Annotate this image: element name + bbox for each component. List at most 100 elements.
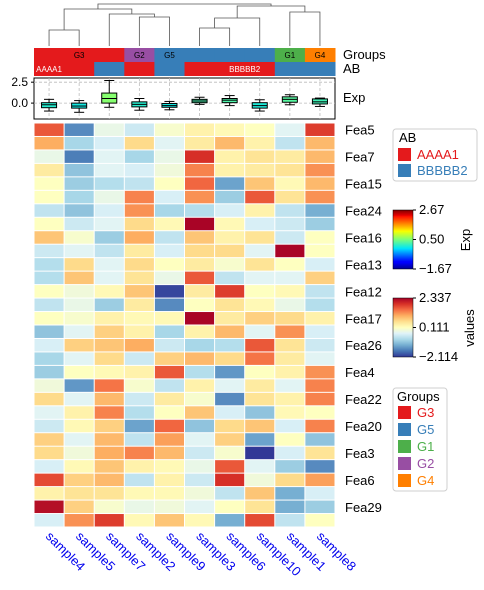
heatmap-cell xyxy=(305,177,335,190)
dendrogram-link xyxy=(199,27,231,46)
heatmap-cell xyxy=(94,136,124,150)
groups-cell-label: G5 xyxy=(164,51,175,60)
ab-cell xyxy=(34,62,65,76)
heatmap-cell xyxy=(154,406,184,419)
heatmap-cell xyxy=(154,514,184,527)
heatmap-cell xyxy=(154,419,184,433)
groups-legend-swatch xyxy=(398,423,411,436)
heatmap-cell xyxy=(64,392,94,406)
heatmap-cell xyxy=(124,312,154,325)
heatmap-cell xyxy=(34,258,64,271)
heatmap-cell xyxy=(305,500,335,514)
row-label: Fea26 xyxy=(345,338,382,353)
heatmap-cell xyxy=(215,500,245,514)
heatmap-cell xyxy=(215,392,245,406)
heatmap-cell xyxy=(185,190,215,204)
heatmap-cell xyxy=(124,123,154,136)
groups-cell xyxy=(274,48,306,62)
heatmap-cell xyxy=(275,419,305,433)
heatmap-cell xyxy=(275,325,305,338)
heatmap-cell xyxy=(124,473,154,487)
heatmap-cell xyxy=(64,487,94,500)
exp-colorbar-label: 2.67 xyxy=(419,202,444,217)
heatmap-cell xyxy=(34,231,64,244)
heatmap-cell xyxy=(94,123,124,136)
row-label: Fea20 xyxy=(345,419,382,434)
row-label: Fea22 xyxy=(345,392,382,407)
heatmap-cell xyxy=(245,204,275,217)
heatmap-cell xyxy=(64,217,94,231)
heatmap-cell xyxy=(154,258,184,271)
heatmap-cell xyxy=(275,392,305,406)
exp-colorbar xyxy=(392,209,414,270)
row-label: Fea4 xyxy=(345,365,375,380)
heatmap-cell xyxy=(245,136,275,150)
heatmap-cell xyxy=(245,446,275,460)
heatmap-cell xyxy=(94,460,124,473)
heatmap-cell xyxy=(275,312,305,325)
heatmap-cell xyxy=(64,258,94,271)
heatmap-cell xyxy=(215,514,245,527)
heatmap-cell xyxy=(154,136,184,150)
heatmap-cell xyxy=(275,500,305,514)
heatmap-cell xyxy=(245,325,275,338)
column-labels: sample4sample5sample7sample2sample9sampl… xyxy=(43,529,359,579)
row-label: Fea12 xyxy=(345,284,382,299)
heatmap-cell xyxy=(94,392,124,406)
heatmap-cell xyxy=(94,365,124,379)
heatmap-cell xyxy=(245,231,275,244)
heatmap-cell xyxy=(94,244,124,258)
heatmap-cell xyxy=(94,163,124,177)
heatmap-cell xyxy=(34,460,64,473)
heatmap-cell xyxy=(275,123,305,136)
heatmap-cell xyxy=(275,473,305,487)
heatmap-cell xyxy=(154,500,184,514)
heatmap-cell xyxy=(64,419,94,433)
heatmap-cell xyxy=(185,150,215,163)
ab-cell xyxy=(184,62,216,76)
heatmap-cell xyxy=(64,433,94,446)
heatmap-cell xyxy=(215,433,245,446)
row-label: Fea3 xyxy=(345,446,375,461)
heatmap-cell xyxy=(64,325,94,338)
heatmap-cell xyxy=(124,514,154,527)
groups-legend-label: G1 xyxy=(417,439,434,454)
heatmap-cell xyxy=(154,190,184,204)
heatmap-cell xyxy=(94,446,124,460)
heatmap-cell xyxy=(275,514,305,527)
heatmap-cell xyxy=(185,136,215,150)
heatmap-cell xyxy=(124,163,154,177)
heatmap-cell xyxy=(34,312,64,325)
heatmap-cell xyxy=(154,460,184,473)
heatmap-cell xyxy=(305,190,335,204)
groups-cell xyxy=(304,48,336,62)
dendrogram-link xyxy=(97,3,272,9)
heatmap-cell xyxy=(275,379,305,392)
heatmap-cell xyxy=(64,123,94,136)
heatmap-cell xyxy=(305,514,335,527)
heatmap-cell xyxy=(305,217,335,231)
groups-cell-label: G3 xyxy=(74,51,85,60)
groups-cell xyxy=(154,48,185,62)
exp-boxplot-annotation: 2.5 0.0 Exp xyxy=(11,75,365,120)
heatmap-cell xyxy=(34,136,64,150)
heatmap-cell xyxy=(34,338,64,352)
heatmap-cell xyxy=(305,433,335,446)
heatmap-cell xyxy=(185,352,215,365)
heatmap-cell xyxy=(245,379,275,392)
groups-legend-label: G4 xyxy=(417,473,434,488)
groups-annotation-bar: G3 G2 G5 G1 G4 Groups xyxy=(34,47,386,62)
heatmap-cell xyxy=(94,177,124,190)
ab-cell xyxy=(94,62,125,76)
heatmap-cell xyxy=(34,352,64,365)
heatmap-cell xyxy=(275,244,305,258)
heatmap-cell xyxy=(124,285,154,298)
heatmap-cell xyxy=(185,325,215,338)
heatmap-cell xyxy=(94,298,124,312)
groups-cell-label: G4 xyxy=(315,51,326,60)
heatmap-cell xyxy=(124,244,154,258)
heatmap-cell xyxy=(215,190,245,204)
groups-cell xyxy=(64,48,95,62)
heatmap-cell xyxy=(124,298,154,312)
heatmap-cell xyxy=(94,150,124,163)
